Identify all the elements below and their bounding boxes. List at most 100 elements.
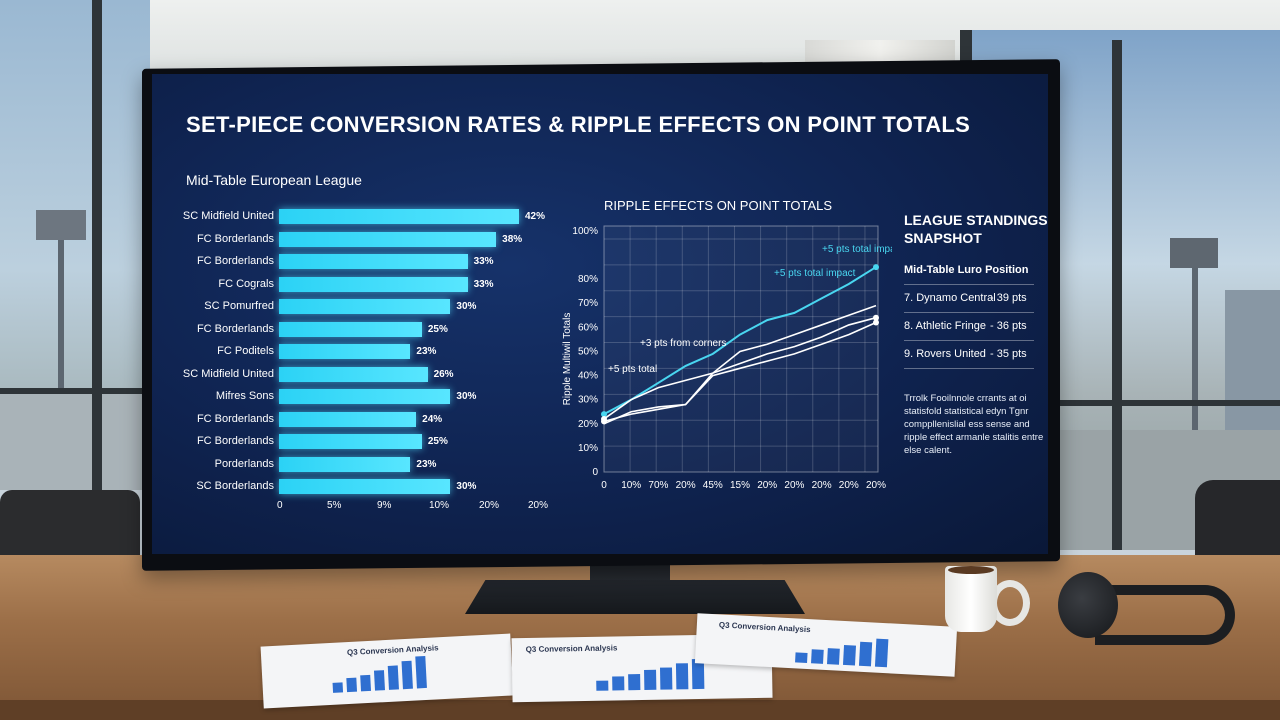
- paper-bar: [675, 663, 689, 690]
- y-tick-label: 10%: [578, 443, 598, 454]
- bar: [279, 479, 451, 494]
- line-chart: 0 10% 20% 30% 40% 50% 60% 70% 80% 100% 0 10% 70% 20% 4…: [562, 225, 892, 491]
- bar-value-label: 33%: [473, 256, 494, 267]
- paper-bar: [596, 680, 609, 691]
- paper-title: Q3 Conversion Analysis: [525, 643, 618, 655]
- bar-value-label: 23%: [416, 346, 437, 357]
- paper-bar: [628, 674, 641, 691]
- line-chart-title: RIPPLE EFFECTS ON POINT TOTALS: [604, 198, 833, 213]
- bar-category-label: SC Pomurfred: [204, 300, 274, 312]
- bar-chart: SC Midfield United 42% FC Borderlands 38% FC…: [152, 204, 552, 524]
- window-mullion: [1112, 40, 1122, 550]
- monitor-base: [465, 580, 805, 614]
- standings-row-points: - 36 pts: [990, 320, 1027, 332]
- divider: [904, 312, 1034, 313]
- window-transom: [960, 400, 1280, 406]
- standings-row-team: 9. Rovers United: [904, 348, 986, 360]
- bar-category-label: FC Borderlands: [196, 435, 274, 447]
- x-tick-label: 45%: [703, 480, 723, 491]
- series-line: [603, 316, 877, 420]
- bar-category-label: FC Borderlands: [196, 232, 274, 245]
- standings-row-points: - 35 pts: [990, 348, 1027, 360]
- floodlight-left-head: [36, 210, 86, 240]
- bar-value-label: 23%: [416, 458, 437, 470]
- paper-bar: [811, 649, 824, 664]
- floodlight-left: [58, 230, 64, 410]
- bar-category-label: FC Cograls: [218, 277, 274, 290]
- bar-category-label: FC Borderlands: [196, 255, 274, 267]
- divider: [904, 368, 1034, 369]
- x-tick-label: 15%: [730, 480, 750, 491]
- x-tick-label: 20%: [866, 480, 886, 491]
- paper-bar: [858, 641, 873, 667]
- bar-category-label: Mifres Sons: [215, 390, 274, 402]
- standings-row-points: - 39 pts: [990, 292, 1027, 304]
- x-tick-label: 20%: [839, 480, 859, 491]
- bar: [279, 456, 411, 472]
- standings-title: SNAPSHOT: [904, 230, 982, 246]
- y-tick-label: 80%: [578, 274, 598, 285]
- data-point: [873, 314, 879, 321]
- bar-value-label: 42%: [525, 211, 546, 222]
- standings-subtitle: Mid-Table Luro Position: [904, 264, 1029, 276]
- paper-bar: [415, 655, 427, 689]
- bar-value-label: 26%: [433, 368, 454, 380]
- paper-bar: [795, 652, 808, 664]
- paper-bar: [659, 667, 673, 690]
- paper-bar: [842, 644, 857, 666]
- paper-bar: [332, 682, 344, 693]
- bar: [279, 434, 422, 449]
- bar: [279, 299, 451, 314]
- window-transom: [0, 388, 150, 394]
- paper-bar: [401, 660, 413, 690]
- x-tick-label: 20%: [676, 480, 696, 491]
- standings-notes: Trrolk Fooilnnole crrants at oi statisfo…: [904, 393, 1044, 456]
- bar: [279, 321, 422, 337]
- annotation-label: +5 pts total impact: [822, 244, 892, 255]
- divider: [904, 340, 1034, 341]
- y-tick-label: 20%: [578, 419, 598, 430]
- x-tick-label: 70%: [648, 480, 668, 491]
- bar: [279, 389, 451, 404]
- annotation-label: +3 pts from corners: [640, 338, 726, 349]
- bar: [279, 209, 519, 224]
- series-line: [603, 266, 877, 416]
- x-tick-label: 10%: [621, 480, 641, 491]
- paper-bar: [346, 677, 358, 693]
- paper-title: Q3 Conversion Analysis: [718, 620, 811, 635]
- x-tick-label: 0: [601, 480, 607, 491]
- bar-category-label: FC Borderlands: [196, 412, 274, 425]
- data-point: [601, 418, 607, 425]
- bar: [279, 344, 411, 359]
- standings-row-team: 8. Athletic Fringe: [904, 320, 986, 332]
- annotation-label: +5 pts total: [608, 364, 657, 375]
- bar: [279, 411, 417, 427]
- dashboard-subtitle: Mid-Table European League: [186, 172, 362, 188]
- y-tick-label: 40%: [578, 371, 598, 382]
- plot-area: [603, 225, 879, 473]
- bar-value-label: 30%: [456, 481, 477, 492]
- bar-value-label: 38%: [502, 233, 523, 245]
- data-point: [873, 319, 879, 326]
- y-tick-label: 50%: [578, 346, 598, 357]
- x-tick-label: 0: [277, 500, 283, 511]
- series-line: [603, 304, 877, 425]
- data-point: [873, 264, 879, 271]
- standings-row-team: 7. Dynamo Central: [904, 292, 996, 304]
- x-tick-label: 20%: [528, 500, 549, 511]
- coffee: [948, 566, 994, 574]
- y-tick-label: 100%: [572, 226, 598, 237]
- paper-bar: [373, 670, 385, 691]
- x-tick-label: 20%: [479, 500, 500, 511]
- x-tick-label: 10%: [429, 500, 450, 511]
- standings-title: LEAGUE STANDINGS: [904, 212, 1048, 228]
- bar: [279, 366, 428, 382]
- x-tick-label: 20%: [812, 480, 832, 491]
- y-tick-label: 70%: [578, 298, 598, 309]
- city-left: [0, 390, 150, 490]
- paper-bar: [644, 669, 657, 690]
- bar-category-label: Porderlands: [214, 457, 274, 470]
- report-paper: Q3 Conversion Analysis: [260, 633, 514, 709]
- monitor-screen: SET-PIECE CONVERSION RATES & RIPPLE EFFE…: [152, 74, 1048, 554]
- dashboard-title: SET-PIECE CONVERSION RATES & RIPPLE EFFE…: [186, 112, 971, 137]
